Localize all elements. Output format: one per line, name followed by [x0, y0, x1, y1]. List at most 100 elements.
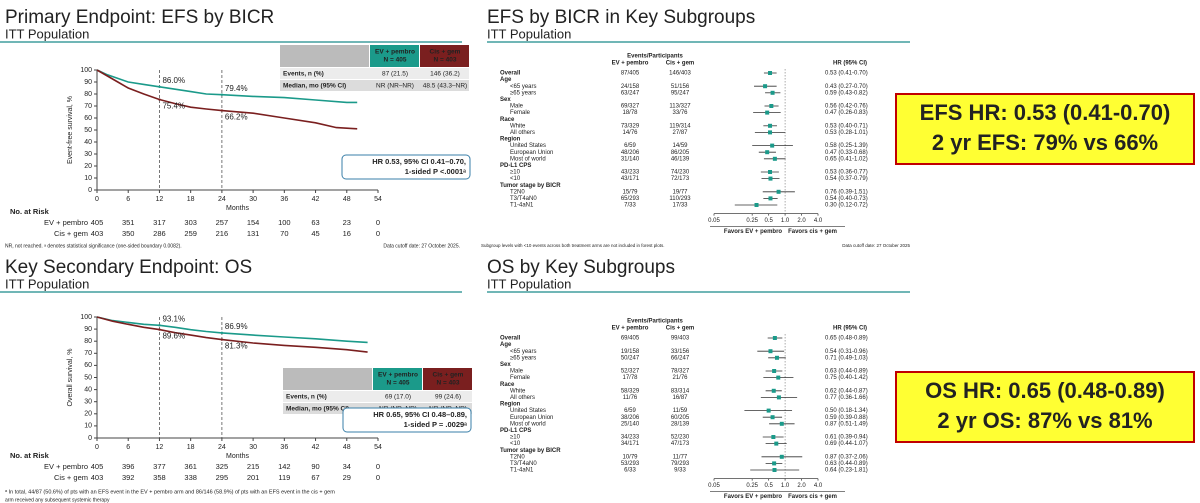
survival-curve [96, 316, 368, 344]
table-cell: 99 (24.6) [435, 394, 461, 401]
risk-count: 338 [184, 473, 197, 482]
landmark-label: 86.9% [225, 322, 248, 331]
table-header: EV + pembro [378, 372, 418, 379]
row-label: Male [510, 104, 524, 110]
favors-right: Favors cis + gem [788, 494, 837, 500]
cis-events: 119/314 [669, 123, 691, 129]
x-tick-label: 42 [312, 196, 320, 203]
hr-label: 0.71 (0.49-1.03) [825, 355, 868, 361]
x-tick-label: 6 [126, 196, 130, 203]
panel-subtitle: ITT Population [5, 26, 89, 41]
ev-events: 50/247 [621, 355, 640, 361]
cis-events: 11/77 [673, 454, 688, 460]
hr-label: 0.87 (0.37-2.06) [825, 454, 868, 460]
row-label: Sex [500, 362, 511, 368]
row-label: Female [510, 375, 531, 381]
y-tick-label: 30 [84, 151, 92, 158]
y-tick-label: 80 [84, 338, 92, 345]
x-tick-label: 2.0 [797, 483, 806, 489]
hr-point [766, 408, 771, 413]
survival-curve [96, 316, 368, 353]
favors-left: Favors EV + pembro [724, 494, 783, 500]
callout-text: EFS HR: 0.53 (0.41-0.70) [920, 100, 1171, 125]
panel-title: OS by Key Subgroups [487, 257, 675, 278]
ev-events: 15/79 [622, 189, 638, 195]
landmark-point [158, 324, 161, 327]
landmark-point [158, 85, 161, 89]
table-header-cell [370, 45, 419, 67]
cis-events: 51/156 [671, 84, 690, 90]
table-header-blank [283, 368, 372, 390]
risk-count: 154 [247, 218, 260, 227]
y-axis-label: Event-free survival, % [67, 96, 74, 164]
ev-events: 7/33 [624, 203, 636, 209]
favors-left: Favors EV + pembro [724, 229, 783, 235]
risk-count: 142 [278, 462, 291, 471]
hr-box [341, 154, 471, 180]
ev-events: 14/76 [622, 130, 638, 136]
hr-label: 0.56 (0.42-0.76) [825, 104, 868, 110]
table-header-cell [373, 368, 422, 390]
row-label: PD-L1 CPS [500, 428, 531, 434]
ev-events: 31/140 [621, 156, 640, 162]
x-tick-label: 4.0 [814, 218, 823, 224]
hr-point [776, 375, 781, 380]
row-label: T1-4aN1 [510, 468, 534, 474]
y-tick-label: 0 [88, 435, 92, 442]
hr-label: 0.75 (0.40-1.42) [825, 375, 868, 381]
risk-count: 29 [343, 473, 351, 482]
table-header-cell [420, 45, 469, 67]
hr-box [342, 407, 472, 433]
cis-events: 86/205 [671, 150, 690, 156]
cis-events: 33/156 [671, 349, 690, 355]
hr-text: HR 0.65, 95% CI 0.48–0.89, [373, 410, 467, 419]
risk-count: 325 [216, 462, 229, 471]
landmark-point [220, 338, 224, 341]
hr-point [774, 441, 779, 446]
col-header: EV + pembro [612, 326, 649, 332]
hr-point [768, 170, 773, 174]
ev-events: 34/171 [621, 441, 640, 447]
landmark-label: 93.1% [162, 314, 185, 323]
x-tick-label: 54 [374, 196, 382, 203]
hr-label: 0.54 (0.40-0.73) [825, 196, 868, 202]
table-cell: 87 (21.5) [382, 71, 408, 78]
hr-point [768, 196, 773, 201]
ev-events: 6/59 [624, 408, 636, 414]
row-label: Male [510, 369, 524, 375]
table-row-bg [283, 391, 472, 402]
hr-label: 0.53 (0.36-0.77) [825, 170, 868, 176]
y-tick-label: 90 [84, 326, 92, 333]
col-header: Events/Participants [627, 319, 683, 325]
risk-count: 16 [343, 229, 351, 238]
x-tick-label: 24 [218, 444, 226, 451]
cis-events: 47/173 [671, 441, 690, 447]
risk-count: 34 [343, 462, 351, 471]
table-cell: Events, n (%) [283, 71, 324, 78]
hr-point [772, 461, 777, 466]
hr-point [770, 415, 775, 420]
row-label: T3/T4aN0 [510, 461, 537, 467]
row-label: White [510, 123, 526, 129]
hr-label: 0.43 (0.27-0.70) [825, 84, 868, 90]
cis-events: 52/230 [671, 435, 690, 441]
hr-label: 0.30 (0.12-0.72) [825, 203, 868, 209]
risk-count: 396 [122, 462, 135, 471]
ev-events: 69/405 [621, 336, 640, 342]
risk-count: 358 [153, 473, 166, 482]
table-cell: Median, mo (95% CI) [283, 83, 346, 90]
table-cell: Median, mo (95% CI) [286, 406, 349, 413]
y-tick-label: 20 [84, 163, 92, 170]
x-tick-label: 0.05 [708, 483, 720, 489]
row-label: <65 years [510, 84, 537, 90]
ev-events: 69/327 [621, 104, 640, 110]
cis-events: 66/247 [671, 355, 690, 361]
hr-text: HR 0.53, 95% CI 0.41–0.70, [372, 157, 466, 166]
cis-events: 27/87 [672, 130, 688, 136]
cis-events: 79/293 [671, 461, 690, 467]
hr-label: 0.65 (0.48-0.89) [825, 336, 868, 342]
risk-count: 403 [91, 473, 104, 482]
landmark-point [220, 331, 224, 335]
col-header: Cis + gem [666, 326, 695, 332]
table-header: N = 403 [434, 57, 457, 64]
